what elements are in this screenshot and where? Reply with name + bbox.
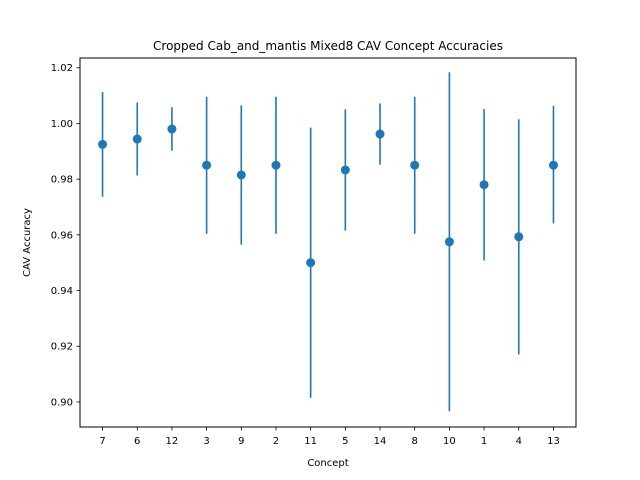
data-point (98, 139, 108, 149)
x-tick-label: 12 (166, 436, 179, 447)
y-axis-label: CAV Accuracy (22, 208, 33, 277)
y-tick-label: 0.94 (51, 286, 73, 297)
x-tick-label: 5 (342, 436, 348, 447)
data-point (375, 129, 385, 139)
data-point (548, 160, 558, 170)
data-point (202, 160, 212, 170)
data-point (236, 170, 246, 180)
x-tick-label: 1 (481, 436, 487, 447)
y-tick-label: 0.90 (51, 397, 73, 408)
x-tick-label: 3 (203, 436, 209, 447)
x-axis-ticks: 7 6 12 3 9 2 11 5 14 8 10 1 4 13 (99, 427, 560, 447)
x-tick-label: 9 (238, 436, 244, 447)
data-point (167, 124, 177, 134)
data-point (271, 160, 281, 170)
chart-title: Cropped Cab_and_mantis Mixed8 CAV Concep… (153, 39, 503, 53)
x-tick-label: 6 (134, 436, 140, 447)
y-axis-ticks: 0.90 0.92 0.94 0.96 0.98 1.00 1.02 (51, 63, 80, 408)
plot-content (98, 72, 558, 412)
x-tick-label: 11 (304, 436, 317, 447)
data-point (132, 134, 142, 144)
x-tick-label: 10 (443, 436, 456, 447)
y-tick-label: 0.98 (51, 175, 73, 186)
plot-frame (79, 57, 577, 428)
x-tick-label: 2 (273, 436, 279, 447)
data-point (514, 232, 524, 242)
y-tick-label: 0.96 (51, 230, 73, 241)
y-tick-label: 0.92 (51, 342, 73, 353)
x-tick-label: 8 (412, 436, 418, 447)
y-tick-label: 1.02 (51, 63, 73, 74)
y-tick-label: 1.00 (51, 119, 73, 130)
x-tick-label: 4 (516, 436, 522, 447)
data-point (479, 180, 489, 190)
data-point (444, 237, 454, 247)
data-point (306, 258, 316, 268)
data-point (340, 165, 350, 175)
data-point (410, 160, 420, 170)
x-axis-label: Concept (307, 458, 348, 469)
x-tick-label: 13 (547, 436, 560, 447)
x-tick-label: 14 (374, 436, 387, 447)
x-tick-label: 7 (99, 436, 105, 447)
